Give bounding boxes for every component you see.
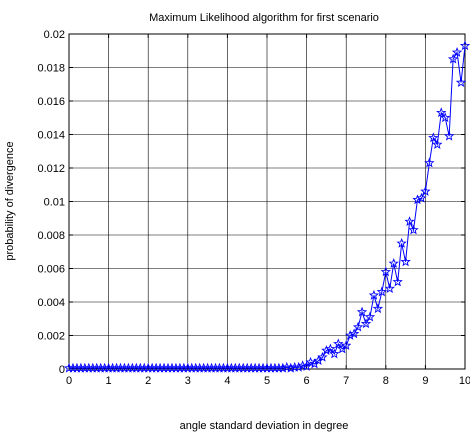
data-point-star-marker	[416, 192, 427, 203]
data-point-star-marker	[443, 130, 455, 141]
series-group	[63, 40, 470, 373]
y-tick-label: 0.004	[37, 297, 65, 309]
data-point-star-marker	[420, 186, 431, 196]
x-tick-label: 1	[106, 375, 112, 387]
data-point-star-marker	[277, 362, 289, 373]
grid	[69, 34, 465, 369]
y-tick-label: 0.002	[37, 331, 65, 343]
data-point-star-marker	[451, 46, 463, 57]
data-point-star-marker	[408, 224, 419, 235]
data-point-star-marker	[459, 40, 470, 51]
data-point-star-marker	[348, 328, 360, 339]
data-point-star-marker	[447, 53, 459, 64]
x-tick-label: 10	[459, 375, 470, 387]
data-point-star-marker	[428, 132, 439, 143]
x-tick-label: 9	[422, 375, 428, 387]
x-tick-label: 0	[66, 375, 72, 387]
data-point-star-marker	[384, 283, 395, 294]
data-point-star-marker	[333, 338, 344, 349]
data-point-star-marker	[344, 330, 356, 340]
data-point-star-marker	[317, 351, 328, 362]
y-tick-label: 0.014	[37, 130, 65, 142]
data-point-star-marker	[424, 157, 435, 168]
y-axis-label: probability of divergence	[4, 141, 16, 260]
data-point-star-marker	[356, 306, 368, 317]
data-point-star-marker	[325, 343, 336, 354]
data-point-star-marker	[388, 258, 399, 268]
y-tick-label: 0.012	[37, 163, 65, 175]
data-point-star-marker	[293, 361, 304, 372]
data-point-star-marker	[404, 216, 415, 227]
data-point-star-marker	[341, 340, 352, 350]
data-point-star-marker	[364, 311, 376, 322]
data-point-star-marker	[372, 303, 384, 314]
data-point-star-marker	[329, 348, 340, 359]
x-tick-label: 8	[383, 375, 389, 387]
data-point-star-marker	[285, 362, 296, 373]
data-point-star-marker	[352, 321, 364, 332]
data-point-star-marker	[380, 266, 391, 277]
x-tick-label: 2	[145, 375, 151, 387]
x-tick-label: 4	[224, 375, 230, 387]
y-tick-label: 0.02	[44, 29, 65, 41]
data-point-star-marker	[412, 194, 423, 205]
data-point-star-marker	[368, 289, 380, 300]
x-axis-label: angle standard deviation in degree	[180, 420, 349, 432]
y-tick-label: 0	[59, 364, 65, 376]
y-tick-label: 0.008	[37, 230, 65, 242]
data-point-star-marker	[440, 112, 451, 123]
data-point-star-marker	[436, 107, 447, 118]
series-markers	[63, 40, 470, 373]
data-point-star-marker	[376, 286, 388, 297]
x-tick-label: 5	[264, 375, 270, 387]
data-point-star-marker	[400, 256, 411, 267]
y-tick-label: 0.01	[44, 197, 65, 209]
data-point-star-marker	[396, 237, 407, 248]
x-tick-label: 6	[304, 375, 310, 387]
y-tick-label: 0.006	[37, 264, 65, 276]
data-point-star-marker	[392, 276, 403, 287]
x-tick-label: 3	[185, 375, 191, 387]
y-tick-label: 0.016	[37, 96, 65, 108]
data-point-star-marker	[455, 77, 467, 87]
data-point-star-marker	[360, 318, 372, 329]
data-point-star-marker	[321, 345, 332, 355]
x-tick-label: 7	[343, 375, 349, 387]
data-point-star-marker	[432, 139, 443, 149]
chart-title: Maximum Likelihood algorithm for first s…	[149, 12, 379, 24]
y-tick-label: 0.018	[37, 63, 65, 75]
data-point-star-marker	[305, 356, 316, 367]
